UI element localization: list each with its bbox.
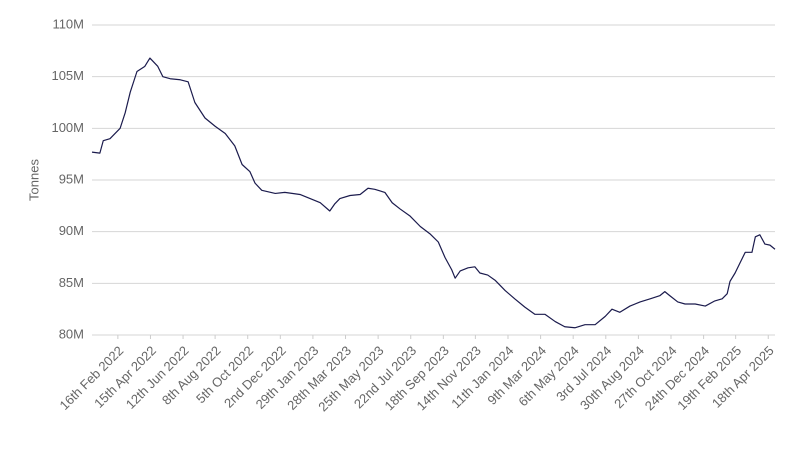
y-tick-label: 105M — [51, 68, 84, 83]
y-tick-label: 85M — [59, 275, 84, 290]
y-tick-label: 80M — [59, 326, 84, 341]
y-axis-label: Tonnes — [26, 159, 41, 201]
y-tick-label: 110M — [52, 16, 84, 31]
data-line — [91, 57, 776, 329]
y-tick-label: 95M — [59, 171, 84, 186]
y-tick-label: 100M — [51, 120, 84, 135]
y-tick-label: 90M — [59, 223, 84, 238]
